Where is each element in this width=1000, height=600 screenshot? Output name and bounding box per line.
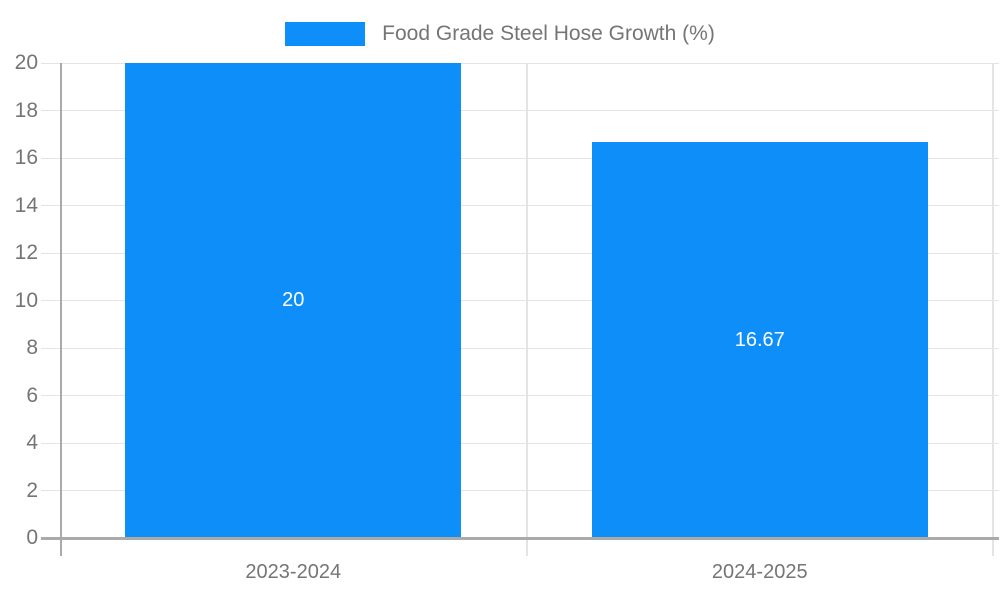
- category-divider-gridline: [525, 63, 528, 556]
- y-gridline: [41, 300, 999, 302]
- y-gridline: [41, 62, 999, 64]
- y-tick-label: 4: [26, 431, 38, 454]
- bar-2023-2024[interactable]: 20: [125, 63, 462, 538]
- y-tick-label: 12: [14, 241, 38, 264]
- y-gridline: [41, 442, 999, 444]
- y-tick-label: 14: [14, 193, 38, 217]
- y-gridline: [41, 490, 999, 492]
- y-tick-label: 0: [26, 526, 38, 549]
- y-gridline: [41, 157, 999, 159]
- bar-2024-2025[interactable]: 16.67: [591, 142, 928, 538]
- x-axis-label: 2024-2025: [711, 561, 808, 583]
- legend-swatch: [285, 22, 366, 46]
- y-tick-label: 18: [14, 98, 38, 122]
- legend[interactable]: Food Grade Steel Hose Growth (%): [0, 22, 1000, 46]
- x-axis-label: 2023-2024: [245, 561, 342, 583]
- y-tick-label: 2: [26, 478, 38, 502]
- y-tick-label: 8: [26, 336, 38, 359]
- y-gridline: [41, 395, 999, 397]
- plot-right-border: [992, 63, 994, 556]
- y-tick-label: 10: [14, 288, 38, 312]
- x-axis-line: [41, 537, 999, 540]
- y-axis-line: [60, 63, 62, 556]
- y-gridline: [41, 110, 999, 112]
- y-gridline: [41, 347, 999, 349]
- y-tick-label: 6: [26, 383, 38, 407]
- y-gridline: [41, 205, 999, 207]
- y-tick-label: 16: [14, 146, 38, 169]
- y-tick-label: 20: [14, 51, 38, 74]
- bar-value-label: 16.67: [734, 328, 785, 351]
- bar-value-label: 20: [282, 289, 305, 311]
- legend-label: Food Grade Steel Hose Growth (%): [382, 22, 715, 45]
- y-gridline: [41, 252, 999, 254]
